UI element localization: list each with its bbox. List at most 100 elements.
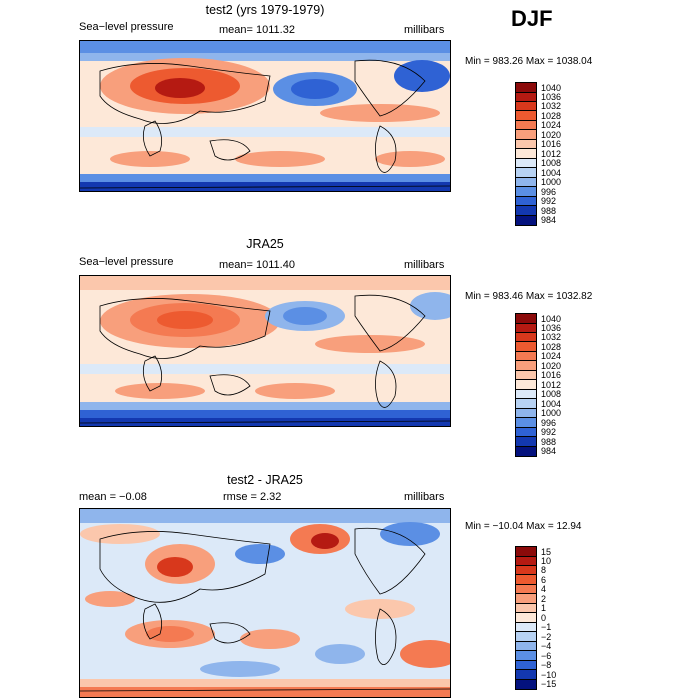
colorbar-swatch (515, 427, 537, 436)
colorbar-tick: 1008 (541, 158, 562, 168)
colorbar-swatch (515, 556, 537, 565)
colorbar-tick: 1024 (541, 351, 562, 361)
colorbar-tick: 1000 (541, 408, 562, 418)
colorbar-tick: 1008 (541, 389, 562, 399)
colorbar-tick: 1004 (541, 399, 562, 409)
colorbar-tick: 10 (541, 556, 552, 566)
colorbar-swatch (515, 110, 537, 120)
colorbar-swatch (515, 622, 537, 631)
colorbar-swatch (515, 139, 537, 148)
panel-3-map (79, 508, 451, 698)
colorbar-swatch (515, 167, 537, 177)
colorbar-tick: 1040 (541, 83, 562, 93)
colorbar-swatch (515, 158, 537, 167)
colorbar-swatch (515, 323, 537, 332)
colorbar-swatch (515, 603, 537, 612)
panel-1-minmax: Min = 983.26 Max = 1038.04 (465, 56, 593, 67)
colorbar-swatch (515, 92, 537, 101)
colorbar-swatch (515, 593, 537, 603)
colorbar-tick: 15 (541, 547, 552, 557)
colorbar-tick: 1020 (541, 130, 562, 140)
panel-3-rmse: rmse = 2.32 (223, 491, 282, 503)
colorbar-tick: 1024 (541, 120, 562, 130)
panel-2-colorbar: 1040 1036 1032 1028 1024 1020 1016 1012 … (515, 313, 575, 457)
colorbar-swatch (515, 584, 537, 593)
colorbar-tick: 984 (541, 446, 557, 456)
panel-3-mean: mean = −0.08 (79, 491, 147, 503)
colorbar-tick: 1012 (541, 149, 562, 159)
panel-3-colorbar: 15 10 8 6 4 2 1 0 −1 −2 −4 −6 −8 −10 −15 (515, 546, 575, 690)
colorbar-swatch (515, 398, 537, 408)
colorbar-swatch (515, 341, 537, 351)
colorbar-tick: 1004 (541, 168, 562, 178)
colorbar-tick: 988 (541, 437, 557, 447)
colorbar-tick: 992 (541, 196, 557, 206)
colorbar-tick: 992 (541, 427, 557, 437)
colorbar-swatch (515, 215, 537, 226)
panel-2-variable-label: Sea−level pressure (79, 256, 174, 268)
colorbar-tick: −8 (541, 660, 552, 670)
colorbar-swatch (515, 351, 537, 360)
panel-2-title: JRA25 (246, 237, 284, 251)
panel-3-title: test2 - JRA25 (227, 473, 303, 487)
colorbar-tick: −1 (541, 622, 552, 632)
colorbar-swatch (515, 360, 537, 370)
panel-1-variable-label: Sea−level pressure (79, 21, 174, 33)
colorbar-swatch (515, 82, 537, 92)
colorbar-tick: 4 (541, 584, 547, 594)
panel-2-units: millibars (404, 259, 445, 271)
colorbar-tick: −6 (541, 651, 552, 661)
colorbar-tick: 0 (541, 613, 547, 623)
colorbar-tick: 1032 (541, 101, 562, 111)
colorbar-swatch (515, 370, 537, 379)
colorbar-tick: 1012 (541, 380, 562, 390)
colorbar-swatch (515, 641, 537, 650)
colorbar-tick: 1016 (541, 139, 562, 149)
colorbar-swatch (515, 679, 537, 690)
panel-2-mean: mean= 1011.40 (219, 259, 295, 271)
colorbar-swatch (515, 101, 537, 110)
panel-1-mean: mean= 1011.32 (219, 24, 295, 36)
colorbar-tick: −10 (541, 670, 557, 680)
panel-3-minmax: Min = −10.04 Max = 12.94 (465, 521, 582, 532)
colorbar-swatch (515, 612, 537, 622)
colorbar-swatch (515, 148, 537, 158)
colorbar-swatch (515, 196, 537, 205)
colorbar-tick: 1028 (541, 111, 562, 121)
panel-1-colorbar: 1040 1036 1032 1028 1024 1020 1016 1012 … (515, 82, 575, 226)
colorbar-swatch (515, 408, 537, 417)
colorbar-tick: 1016 (541, 370, 562, 380)
colorbar-swatch (515, 631, 537, 641)
colorbar-tick: 6 (541, 575, 547, 585)
panel-1-units: millibars (404, 24, 445, 36)
colorbar-swatch (515, 205, 537, 215)
colorbar-swatch (515, 574, 537, 584)
colorbar-tick: 996 (541, 418, 557, 428)
colorbar-tick: 984 (541, 215, 557, 225)
colorbar-tick: 1040 (541, 314, 562, 324)
panel-2-minmax: Min = 983.46 Max = 1032.82 (465, 291, 593, 302)
colorbar-tick: 988 (541, 206, 557, 216)
colorbar-swatch (515, 389, 537, 398)
colorbar-tick: 1020 (541, 361, 562, 371)
colorbar-tick: −15 (541, 679, 557, 689)
colorbar-tick: 2 (541, 594, 547, 604)
colorbar-swatch (515, 177, 537, 186)
colorbar-swatch (515, 186, 537, 196)
colorbar-tick: 1028 (541, 342, 562, 352)
colorbar-tick: 8 (541, 565, 547, 575)
colorbar-swatch (515, 417, 537, 427)
colorbar-swatch (515, 446, 537, 457)
colorbar-swatch (515, 669, 537, 679)
panel-1-map (79, 40, 451, 192)
panel-3-units: millibars (404, 491, 445, 503)
colorbar-swatch (515, 565, 537, 574)
colorbar-tick: −2 (541, 632, 552, 642)
colorbar-swatch (515, 120, 537, 129)
colorbar-tick: 1000 (541, 177, 562, 187)
panel-2-map (79, 275, 451, 427)
colorbar-swatch (515, 546, 537, 556)
colorbar-tick: 1036 (541, 92, 562, 102)
colorbar-swatch (515, 436, 537, 446)
colorbar-swatch (515, 332, 537, 341)
